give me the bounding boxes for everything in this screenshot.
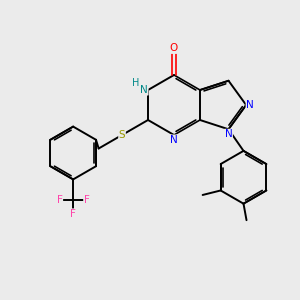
Text: F: F <box>57 195 63 206</box>
Text: N: N <box>170 135 178 145</box>
Text: O: O <box>170 44 178 53</box>
Text: F: F <box>84 195 90 206</box>
Text: N: N <box>140 85 148 95</box>
Text: S: S <box>119 130 125 140</box>
Text: N: N <box>246 100 254 110</box>
Text: H: H <box>132 78 139 88</box>
Text: N: N <box>225 129 232 139</box>
Text: F: F <box>70 209 76 219</box>
